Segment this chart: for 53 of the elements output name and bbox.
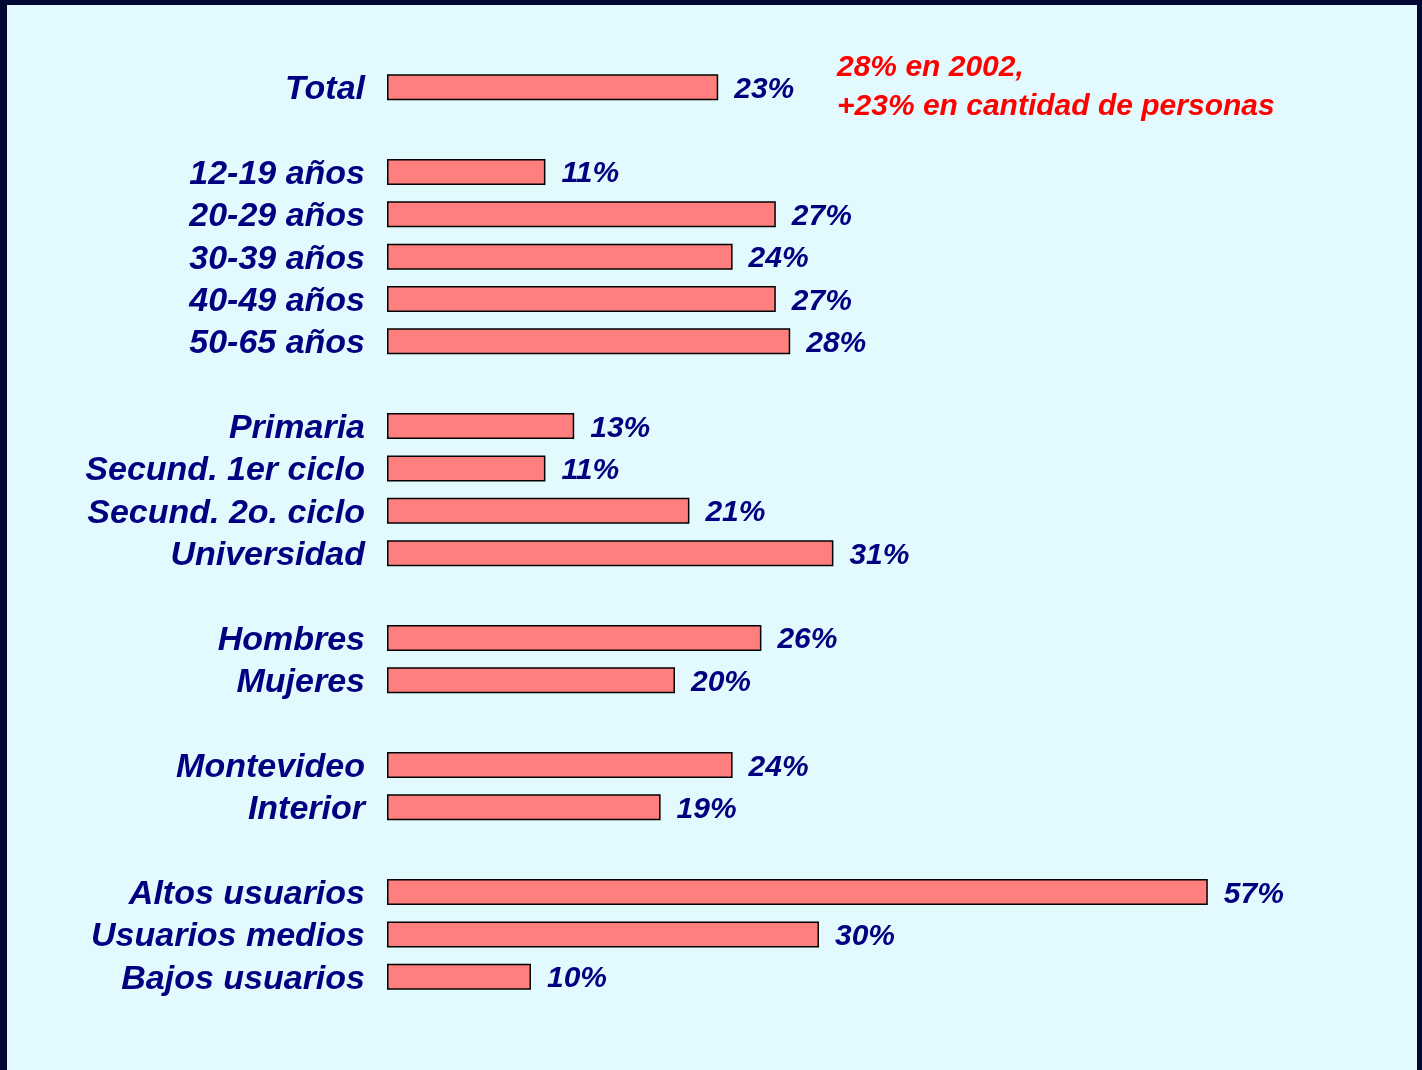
y-tick-label: Universidad	[170, 534, 367, 573]
data-label: 27%	[790, 282, 852, 316]
data-label: 19%	[676, 790, 737, 824]
bar	[387, 455, 546, 482]
y-tick-label: Primaria	[228, 407, 365, 446]
y-tick-label: 20-29 años	[188, 195, 365, 234]
data-label: 27%	[790, 197, 852, 231]
y-tick-label: Hombres	[217, 618, 365, 657]
data-label: 57%	[1223, 875, 1284, 909]
bar	[387, 540, 834, 567]
data-label: 28%	[805, 324, 867, 358]
bar	[387, 667, 675, 694]
bar	[387, 624, 762, 651]
bar	[387, 879, 1208, 906]
data-label: 31%	[849, 536, 910, 570]
y-tick-label: Secund. 2o. ciclo	[87, 491, 365, 530]
y-tick-label: Secund. 1er ciclo	[85, 449, 365, 488]
bar	[387, 328, 791, 355]
y-tick-label: Altos usuarios	[127, 873, 365, 912]
bar	[387, 794, 661, 821]
y-tick-label: Interior	[247, 788, 367, 827]
bar	[387, 752, 733, 778]
y-tick-label: Mujeres	[236, 661, 365, 700]
data-label: 23%	[733, 70, 795, 104]
y-tick-label: 50-65 años	[189, 322, 365, 361]
data-label: 30%	[835, 917, 896, 951]
y-tick-label: Total	[285, 68, 367, 107]
y-tick-label: 40-49 años	[188, 280, 365, 318]
bar	[387, 74, 719, 101]
bar	[387, 286, 776, 312]
data-label: 11%	[561, 451, 620, 485]
y-tick-label: Bajos usuarios	[121, 957, 365, 996]
bar	[387, 497, 690, 524]
bar	[387, 158, 546, 185]
bar	[387, 413, 575, 440]
data-label: 26%	[776, 621, 838, 655]
data-label: 24%	[747, 748, 809, 782]
y-tick-label: 30-39 años	[189, 237, 365, 276]
data-label: 24%	[747, 240, 809, 274]
data-label: 20%	[690, 663, 752, 697]
data-label: 11%	[561, 155, 620, 189]
bar	[387, 921, 819, 948]
bar	[387, 963, 531, 990]
annotation: +23% en cantidad de personas	[837, 87, 1275, 121]
data-label: 13%	[590, 409, 651, 443]
bar	[387, 201, 776, 228]
y-tick-label: Usuarios medios	[91, 915, 365, 954]
data-label: 21%	[704, 494, 766, 528]
y-tick-label: Montevideo	[176, 746, 365, 784]
data-label: 10%	[547, 960, 608, 994]
y-tick-label: 12-19 años	[189, 152, 365, 191]
bar	[387, 243, 733, 270]
annotation: 28% en 2002,	[836, 48, 1024, 82]
